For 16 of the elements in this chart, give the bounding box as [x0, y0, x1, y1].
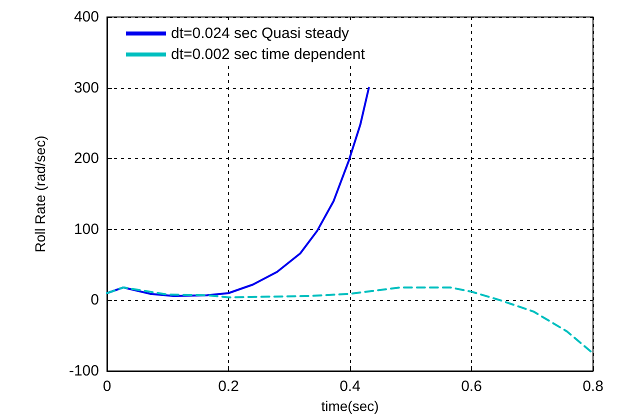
y-tick-label: 100: [74, 220, 99, 238]
y-tick-label: 0: [90, 292, 99, 309]
y-tick-label: 400: [74, 8, 99, 26]
x-tick-label: 0.8: [582, 378, 604, 395]
y-axis-title: Roll Rate (rad/sec): [32, 136, 48, 252]
x-axis-title: time(sec): [321, 398, 379, 414]
x-tick-label: 0: [102, 378, 112, 395]
x-tick-label: 0.4: [340, 378, 360, 395]
y-tick-label: -100: [68, 362, 99, 380]
legend-label: dt=0.024 sec Quasi steady: [171, 25, 350, 42]
legend-label: dt=0.002 sec time dependent: [171, 46, 366, 63]
y-tick-label: 200: [74, 150, 99, 168]
line-series: [106, 286, 594, 354]
y-tick-label: 300: [74, 79, 99, 96]
x-tick-label: 0.6: [461, 378, 482, 395]
x-tick-label: 0.2: [218, 378, 239, 395]
